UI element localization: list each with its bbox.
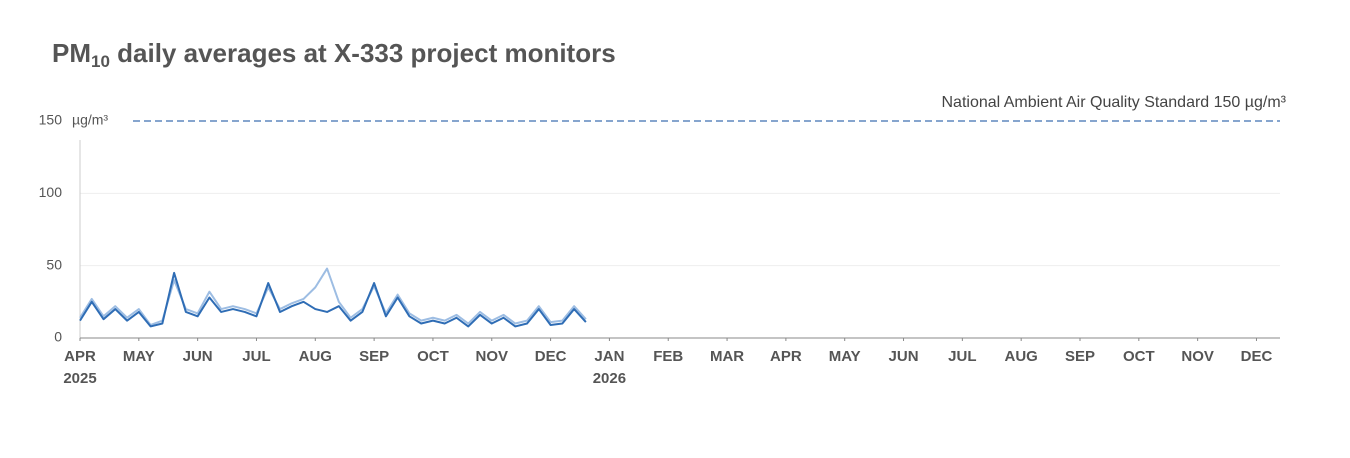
x-tick-label: AUG (299, 348, 332, 365)
x-tick-label: SEP (1065, 348, 1095, 365)
x-tick-label: JUN (889, 348, 919, 365)
x-tick-label: JUL (242, 348, 270, 365)
x-tick-label: JUL (948, 348, 976, 365)
y-tick-label: 150 (39, 112, 63, 128)
x-tick-label: MAY (123, 348, 155, 365)
x-tick-label: FEB (653, 348, 683, 365)
year-label: 2026 (593, 370, 626, 387)
threshold-label: National Ambient Air Quality Standard 15… (941, 94, 1286, 111)
series-line (79, 267, 587, 326)
chart-title: PM10 daily averages at X-333 project mon… (52, 38, 616, 72)
title-prefix: PM (52, 38, 91, 68)
y-tick-label: 100 (39, 184, 63, 200)
y-tick-label: 0 (54, 329, 62, 345)
x-tick-label: NOV (476, 348, 509, 365)
x-tick-label: OCT (417, 348, 449, 365)
x-tick-label: APR (64, 348, 96, 365)
x-tick-label: APR (770, 348, 802, 365)
y-tick-label: 50 (46, 256, 62, 272)
x-tick-label: JAN (594, 348, 624, 365)
x-tick-label: MAR (710, 348, 744, 365)
x-tick-label: DEC (1241, 348, 1273, 365)
y-unit: µg/m³ (72, 112, 108, 128)
x-tick-label: MAY (829, 348, 861, 365)
series-line (79, 271, 587, 328)
x-tick-label: NOV (1181, 348, 1214, 365)
year-label: 2025 (63, 370, 96, 387)
x-tick-label: JUN (183, 348, 213, 365)
x-tick-label: AUG (1005, 348, 1038, 365)
x-tick-label: OCT (1123, 348, 1155, 365)
x-tick-label: SEP (359, 348, 389, 365)
title-main: daily averages at X-333 project monitors (110, 38, 616, 68)
x-tick-label: DEC (535, 348, 567, 365)
title-subscript: 10 (91, 52, 110, 71)
